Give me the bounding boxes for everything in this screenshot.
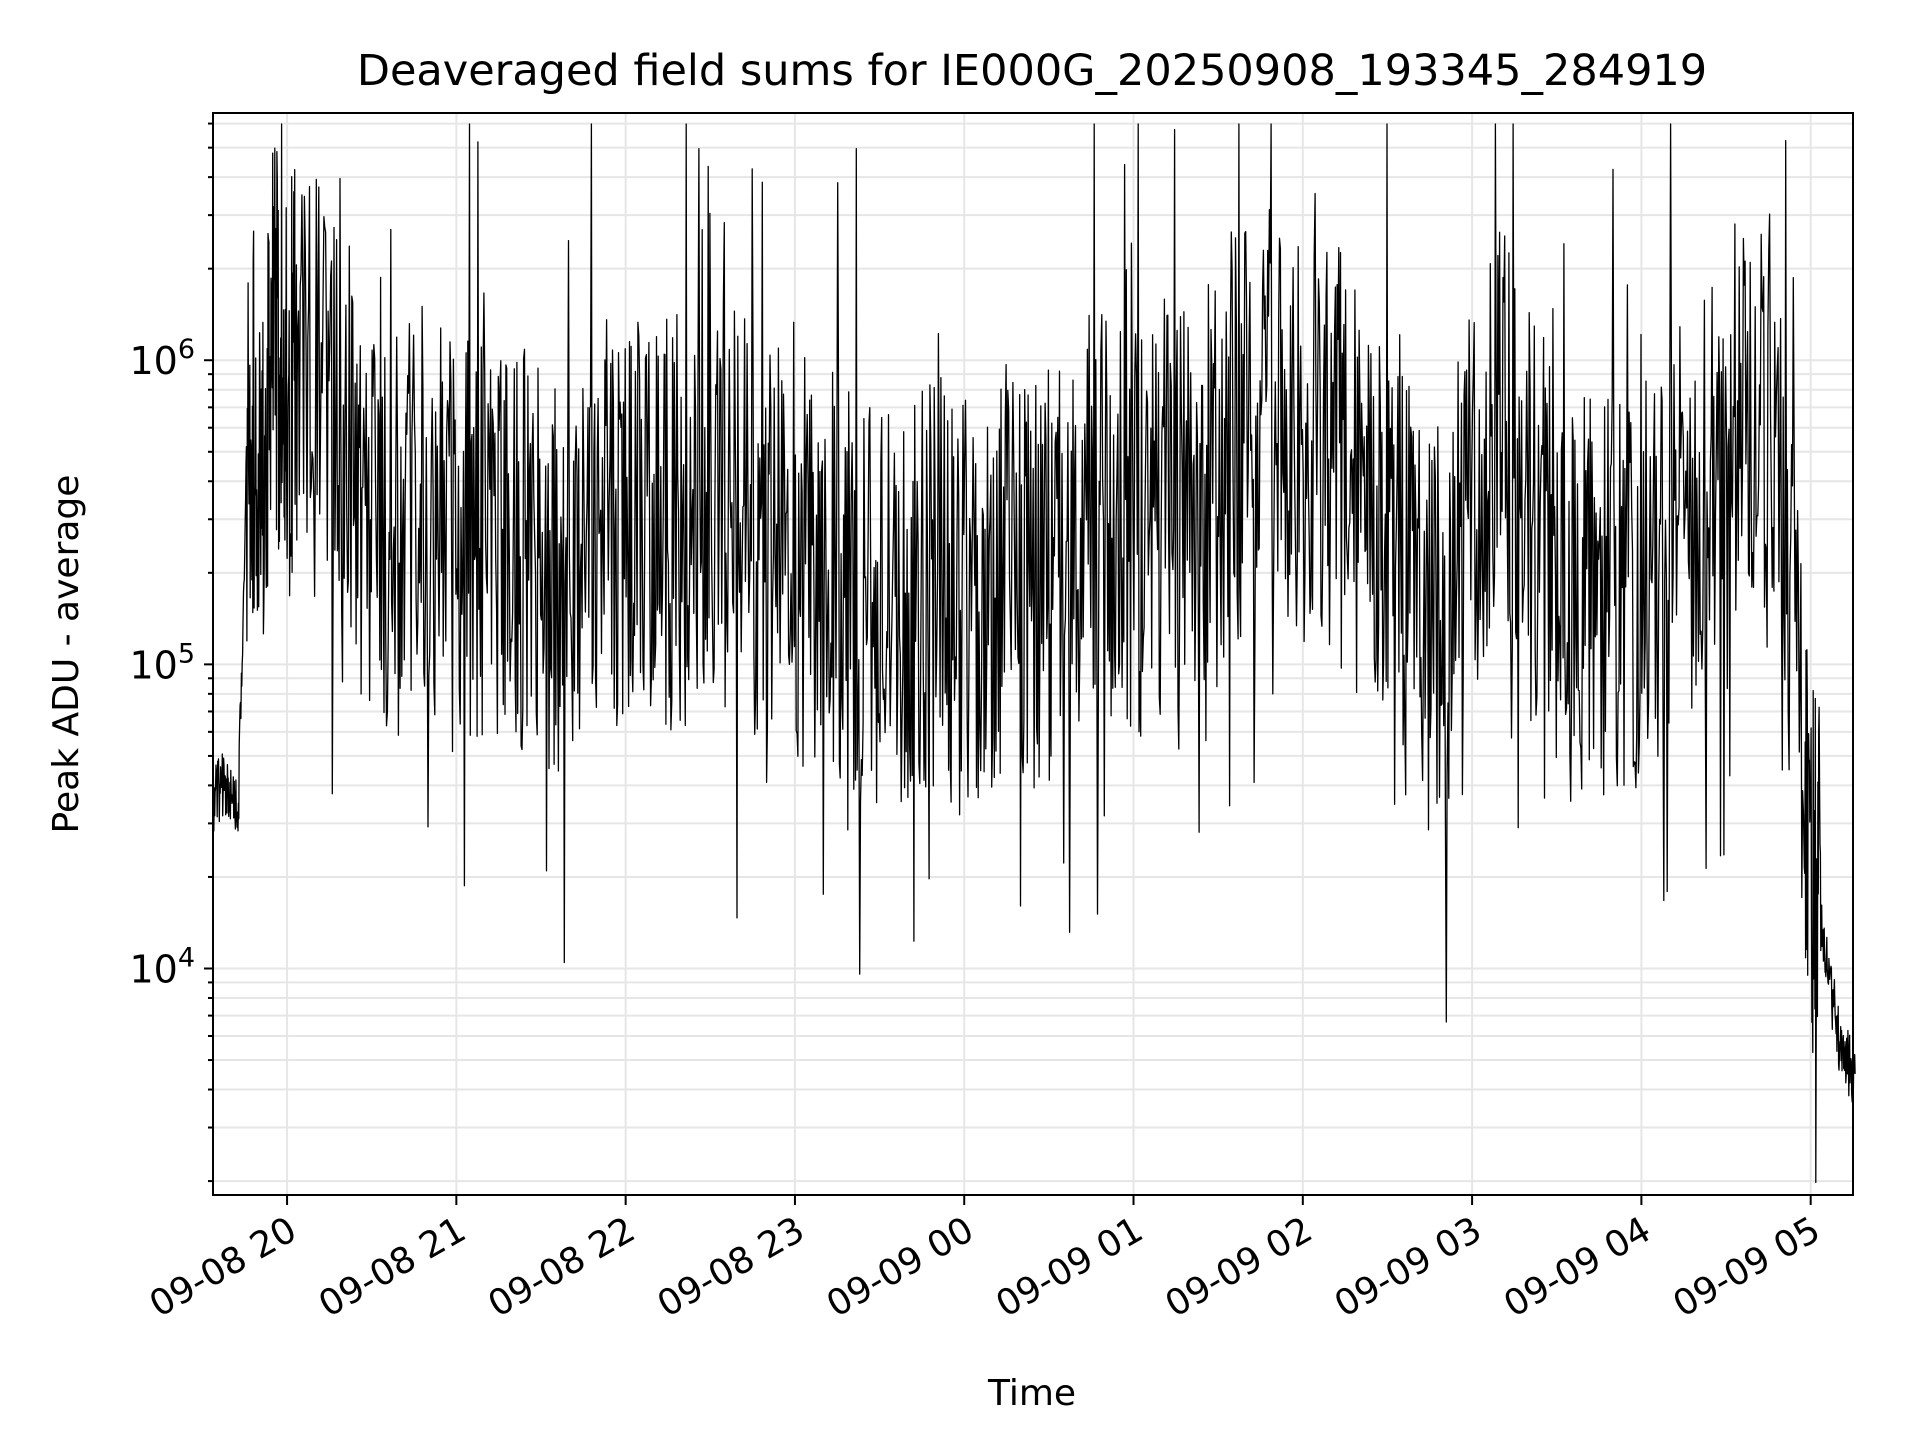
grid-lines bbox=[213, 113, 1853, 1195]
plot-frame bbox=[212, 112, 1854, 1196]
data-series bbox=[212, 123, 1856, 1184]
y-tick-label: 106 bbox=[129, 334, 195, 383]
y-tick-label: 104 bbox=[129, 943, 195, 992]
x-axis-label: Time bbox=[987, 1373, 1076, 1414]
chart-title: Deaveraged field sums for IE000G_2025090… bbox=[357, 46, 1707, 96]
series-line bbox=[212, 123, 1856, 1184]
y-axis-label: Peak ADU - average bbox=[46, 475, 87, 834]
y-tick-label: 105 bbox=[129, 638, 195, 687]
y-axis-ticks: 104 105 106 bbox=[129, 122, 213, 1183]
